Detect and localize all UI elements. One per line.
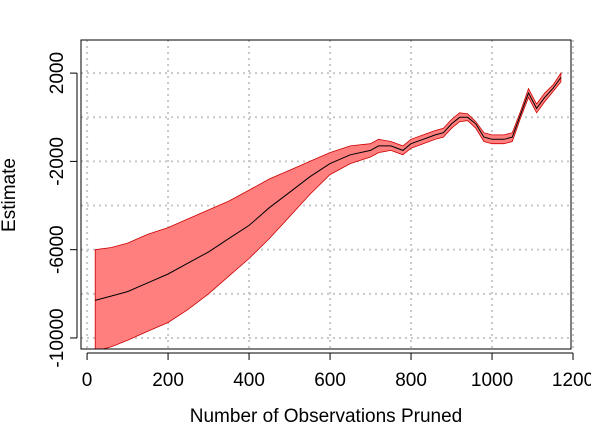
x-tick-label: 200	[152, 370, 184, 391]
x-axis-label: Number of Observations Pruned	[190, 406, 462, 427]
x-tick-label: 800	[395, 370, 427, 391]
x-tick-label: 400	[233, 370, 265, 391]
y-axis-label: Estimate	[0, 158, 20, 232]
y-tick-label: -10000	[47, 308, 68, 367]
plot-frame	[80, 39, 572, 350]
x-axis: 0 200 400 600 800 1000 1200	[82, 352, 591, 391]
y-axis: -10000 -6000 -2000 2000	[47, 52, 78, 368]
y-tick-label: 2000	[47, 52, 68, 94]
grid	[81, 40, 575, 349]
y-tick-label: -6000	[47, 225, 68, 274]
estimate-line	[95, 77, 562, 301]
y-tick-label: -2000	[47, 137, 68, 186]
confidence-band-layer	[94, 71, 562, 349]
confidence-band	[94, 71, 562, 349]
x-tick-label: 1000	[471, 370, 513, 391]
x-tick-label: 1200	[552, 370, 591, 391]
x-tick-label: 0	[82, 370, 93, 391]
estimate-line-layer	[95, 77, 562, 301]
x-tick-label: 600	[314, 370, 346, 391]
